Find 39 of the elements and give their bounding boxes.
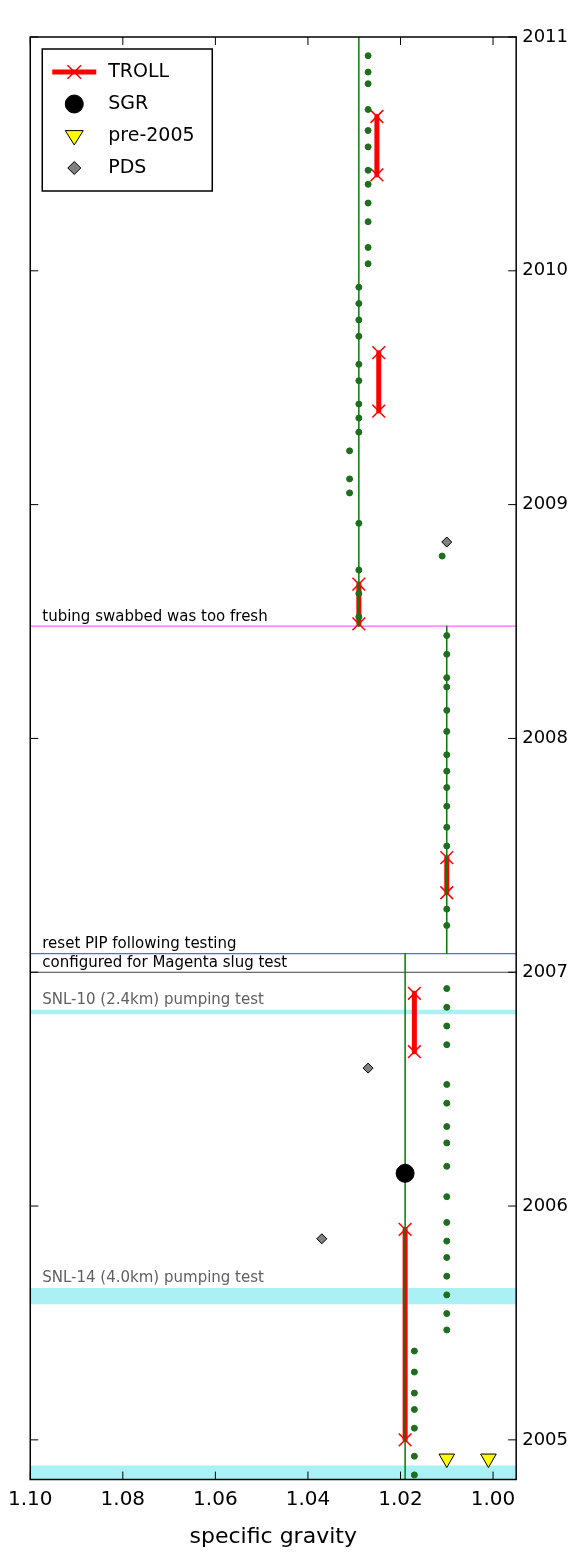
y-tick-label: 2006	[522, 1193, 568, 1215]
point	[369, 167, 385, 183]
y-tick-label: 2007	[522, 959, 568, 981]
band-label: SNL-10 (2.4km) pumping test	[42, 990, 265, 1009]
y-tick-label: 2009	[522, 492, 568, 514]
point	[439, 850, 454, 865]
legend-label: pre-2005	[108, 122, 195, 145]
x-tick-label: 1.02	[378, 1485, 423, 1510]
x-tick-label: 1.08	[100, 1485, 146, 1510]
band-label: SNL-14 (4.0km) pumping test	[42, 1268, 265, 1287]
point	[407, 986, 422, 1001]
ref-line-label: reset PIP following testing	[42, 933, 237, 952]
ref-line-label: tubing swabbed was too fresh	[42, 606, 268, 625]
legend-label: PDS	[108, 154, 147, 177]
y-tick-label: 2005	[522, 1427, 568, 1449]
point	[441, 536, 453, 548]
y-tick-label: 2008	[522, 726, 568, 748]
point	[398, 1432, 413, 1447]
x-tick-label: 1.04	[285, 1485, 331, 1510]
legend-label: TROLL	[107, 58, 170, 81]
point	[316, 1233, 328, 1245]
point	[398, 1222, 413, 1237]
y-tick-label: 2011	[522, 24, 568, 46]
point	[362, 1062, 374, 1074]
point	[407, 1044, 422, 1059]
point	[369, 109, 385, 124]
point	[371, 345, 386, 360]
x-tick-label: 1.10	[8, 1485, 53, 1510]
x-tick-label: 1.00	[470, 1485, 516, 1510]
point	[371, 403, 386, 419]
x-axis-title: specific gravity	[189, 1522, 357, 1548]
point	[351, 616, 366, 631]
y-tick-label: 2010	[522, 258, 568, 280]
point	[351, 577, 366, 592]
point	[439, 885, 454, 900]
point	[395, 1163, 415, 1183]
legend-label: SGR	[108, 90, 149, 113]
x-tick-label: 1.06	[193, 1485, 238, 1510]
ref-line-label: configured for Magenta slug test	[42, 952, 288, 971]
